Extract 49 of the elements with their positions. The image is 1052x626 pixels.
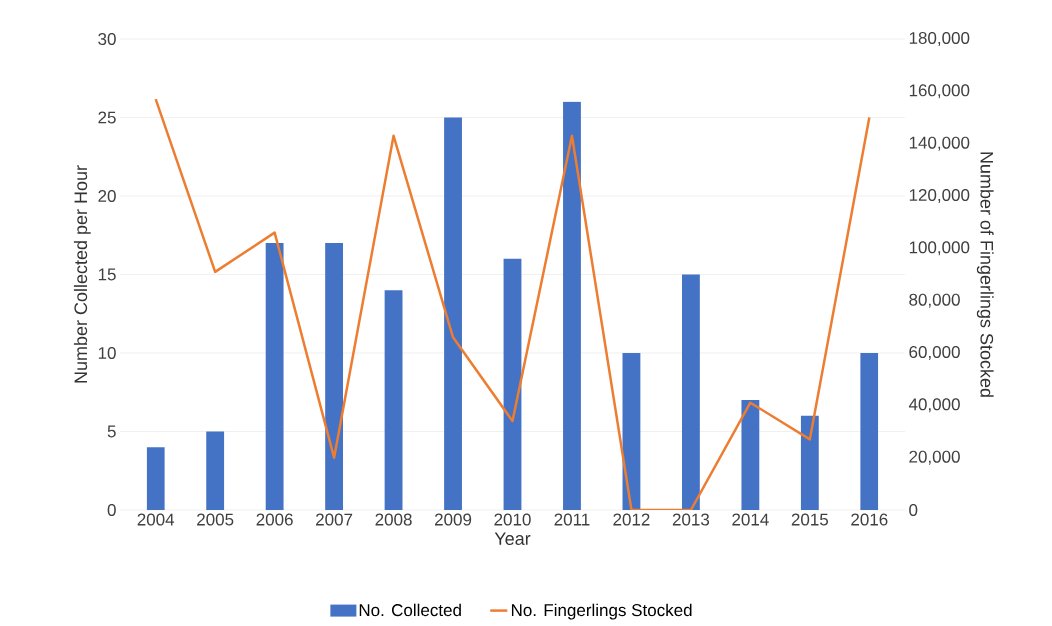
x-tick-label: 2010	[494, 513, 531, 526]
x-tick-label: 2015	[791, 513, 829, 526]
x-tick-label: 2013	[672, 513, 710, 526]
y2-tick-label: 180,000	[909, 31, 970, 47]
x-axis-title: Year	[494, 532, 531, 545]
bar	[325, 243, 344, 510]
x-tick-label: 2016	[851, 513, 888, 526]
x-tick-label: 2005	[197, 513, 234, 526]
bar	[265, 243, 284, 510]
bar	[146, 447, 165, 510]
y2-tick-label: 60,000	[909, 345, 960, 361]
y-axis-title: Number Collected per Hour	[73, 165, 91, 383]
x-tick-label: 2011	[554, 513, 590, 526]
bar	[384, 290, 403, 510]
x-tick-label: 2009	[434, 513, 472, 526]
bar	[860, 352, 879, 510]
x-tick-label: 2014	[732, 513, 769, 526]
y2-tick-label: 120,000	[909, 188, 970, 204]
y2-tick-label: 40,000	[908, 398, 960, 413]
y2-tick-label: 0	[909, 503, 918, 517]
bar	[444, 117, 462, 510]
legend-label: No. Fingerlings Stocked	[511, 603, 692, 620]
line-series	[154, 97, 871, 510]
y2-tick-label: 160,000	[909, 84, 970, 99]
y-tick-label: 0	[107, 503, 116, 517]
y2-tick-label: 80,000	[909, 293, 960, 308]
y2-tick-label: 20,000	[909, 450, 960, 465]
bar	[503, 258, 522, 510]
legend-label: No. Collected	[359, 603, 461, 617]
y2-tick-label: 140,000	[909, 136, 970, 151]
bar	[622, 352, 641, 510]
bar	[741, 400, 760, 510]
y-tick-label: 30	[98, 32, 116, 46]
bar	[681, 274, 700, 510]
y-tick-label: 25	[98, 111, 116, 124]
y-tick-label: 15	[98, 268, 116, 281]
y-tick-label: 20	[98, 189, 116, 203]
x-tick-label: 2004	[137, 513, 175, 526]
bar	[800, 415, 819, 510]
x-tick-label: 2007	[316, 513, 353, 526]
y-tick-label: 5	[107, 425, 116, 438]
x-tick-label: 2008	[375, 513, 412, 526]
y2-axis-title: Number of Fingerlings Stocked	[976, 152, 994, 397]
y-tick-label: 10	[98, 346, 116, 360]
bar	[206, 431, 225, 510]
x-tick-label: 2012	[613, 513, 650, 526]
y2-tick-label: 100,000	[909, 241, 970, 256]
bar	[563, 101, 581, 510]
x-tick-label: 2006	[256, 513, 293, 526]
